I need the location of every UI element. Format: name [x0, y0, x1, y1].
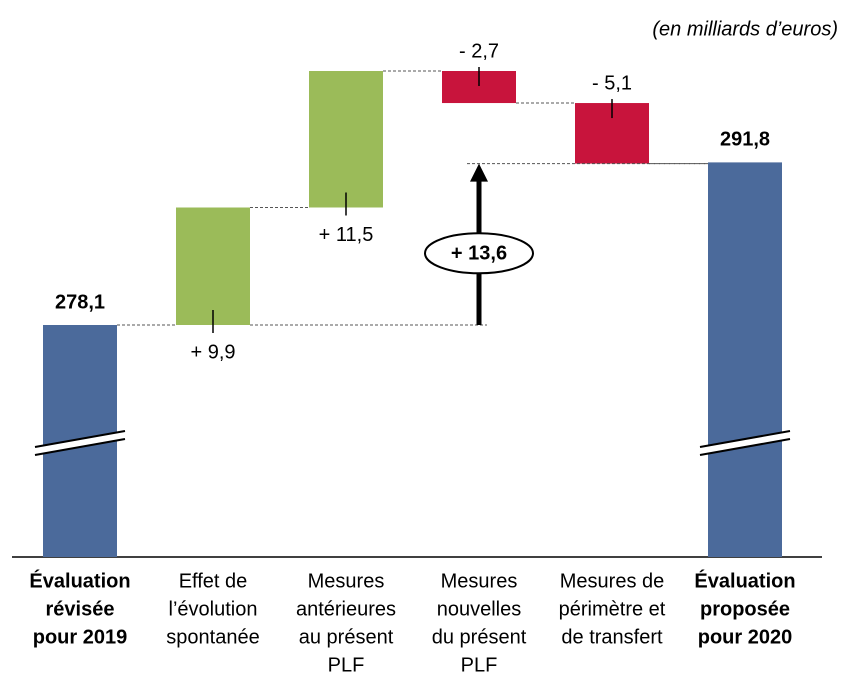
x-tick-label: Effet de: [179, 570, 248, 592]
axis-break: [35, 431, 125, 455]
x-tick-label: de transfert: [561, 626, 663, 648]
annotation-ellipse: [424, 232, 534, 275]
x-tick-label: Évaluation: [29, 569, 130, 592]
x-tick-label: Mesures: [441, 570, 518, 592]
x-tick-label: nouvelles: [437, 598, 522, 620]
x-tick-label: périmètre et: [559, 598, 666, 620]
bar: [309, 71, 383, 208]
x-tick-label: pour 2019: [33, 626, 127, 648]
value-label: + 9,9: [190, 341, 235, 363]
x-tick-label: Évaluation: [694, 569, 795, 592]
x-tick-label: spontanée: [166, 626, 259, 648]
value-label: - 2,7: [459, 40, 499, 62]
x-tick-label: PLF: [328, 654, 365, 676]
x-tick-label: du présent: [432, 626, 527, 648]
chart-subtitle: (en milliards d’euros): [652, 18, 838, 40]
value-label: 291,8: [720, 129, 770, 151]
x-tick-label: pour 2020: [698, 626, 792, 648]
value-label: 278,1: [55, 291, 105, 313]
axis-break-line: [699, 438, 791, 456]
x-tick-label: Mesures: [308, 570, 385, 592]
axis-break-line: [34, 430, 126, 448]
annotation-label: + 13,6: [451, 243, 507, 265]
x-tick-label: antérieures: [296, 598, 396, 620]
bar: [708, 162, 782, 557]
bar: [176, 207, 250, 325]
x-tick-label: proposée: [700, 598, 790, 620]
axis-break-line: [34, 438, 126, 456]
x-tick-label: Mesures de: [560, 570, 665, 592]
arrow-head: [470, 163, 488, 182]
x-tick-label: PLF: [461, 654, 498, 676]
x-tick-label: au présent: [299, 626, 394, 648]
value-label: + 11,5: [319, 224, 374, 246]
axis-break: [700, 431, 790, 455]
axis-break-line: [699, 430, 791, 448]
x-tick-label: l’évolution: [169, 598, 258, 620]
x-tick-label: révisée: [46, 598, 115, 620]
value-label: - 5,1: [592, 72, 632, 94]
